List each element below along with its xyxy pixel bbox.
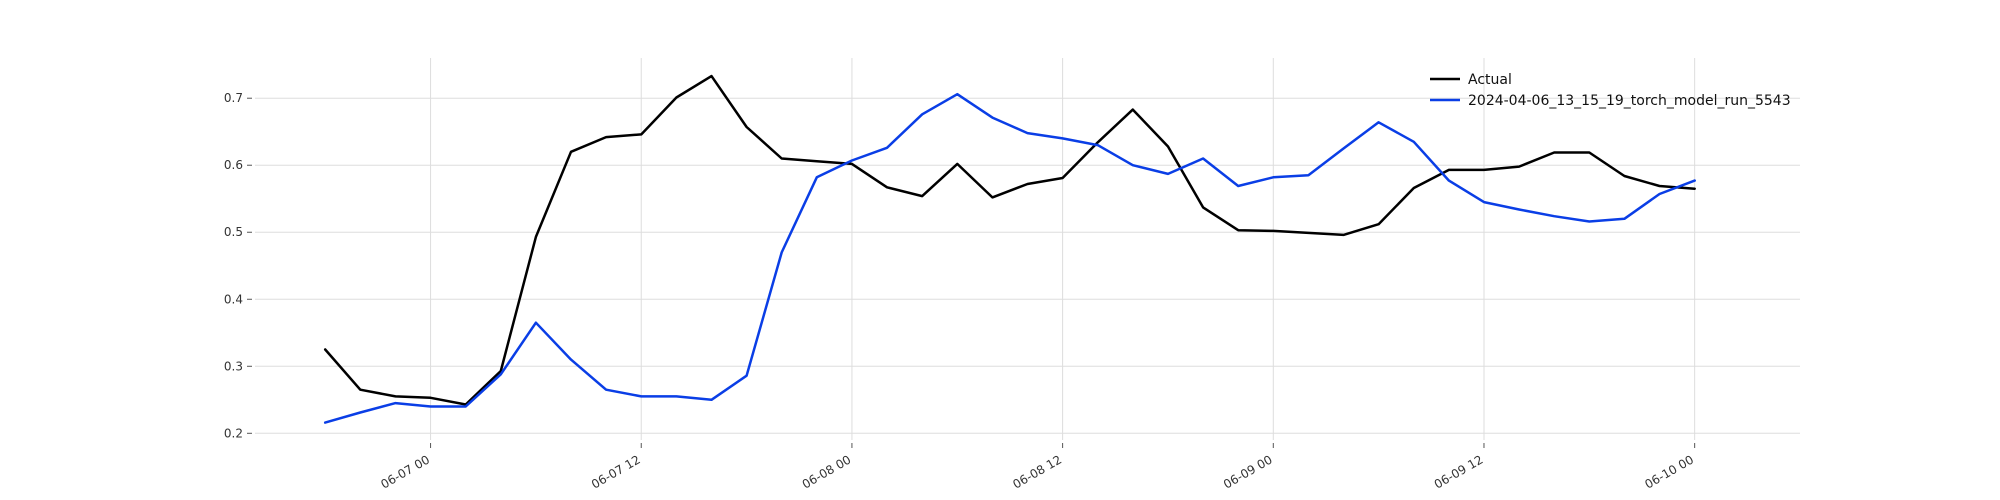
y-tick-label: 0.3 <box>224 359 243 373</box>
y-tick-label: 0.2 <box>224 426 243 440</box>
y-tick-label: 0.5 <box>224 225 243 239</box>
x-tick-label: 06-08 00 <box>800 452 854 491</box>
y-axis: 0.2 0.3 0.4 0.5 0.6 0.7 <box>224 91 252 440</box>
x-axis: 06-07 00 06-07 12 06-08 00 06-08 12 06-09 00… <box>378 443 1696 492</box>
series-line-0 <box>323 74 1696 406</box>
legend-label: Actual <box>1468 72 1512 88</box>
x-tick-label: 06-07 12 <box>589 452 643 491</box>
legend-label: 2024-04-06_13_15_19_torch_model_run_5543 <box>1468 93 1791 109</box>
x-tick-label: 06-09 12 <box>1432 452 1486 491</box>
series-line-1 <box>323 92 1696 424</box>
x-tick-label: 06-07 00 <box>378 452 432 491</box>
series-lines <box>323 74 1696 424</box>
x-tick-label: 06-08 12 <box>1010 452 1064 491</box>
x-tick-label: 06-09 00 <box>1221 452 1275 491</box>
legend: Actual 2024-04-06_13_15_19_torch_model_ru… <box>1430 72 1791 109</box>
y-tick-label: 0.7 <box>224 91 243 105</box>
x-tick-label: 06-10 00 <box>1642 452 1696 491</box>
y-tick-label: 0.4 <box>224 292 243 306</box>
y-tick-label: 0.6 <box>224 158 243 172</box>
grid-lines <box>255 58 1800 440</box>
